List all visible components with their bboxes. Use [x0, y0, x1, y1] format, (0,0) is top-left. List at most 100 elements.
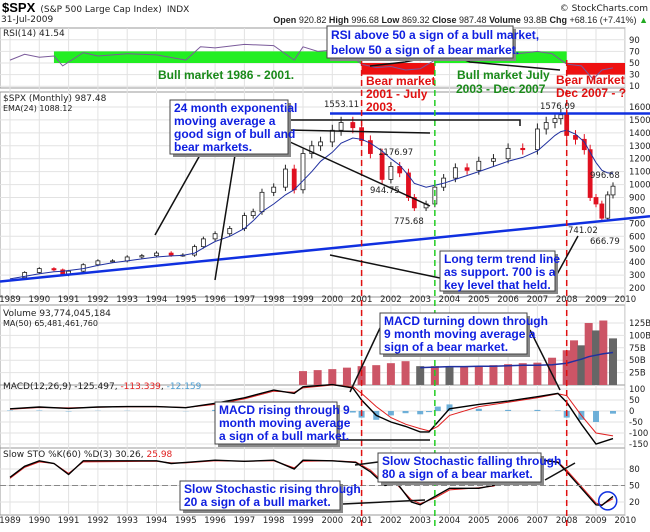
price-candle — [476, 160, 482, 171]
sto-legend: Slow STO %K(60) %D(3) 30.26, 25.98 — [3, 450, 173, 460]
rsi-tick-label: 90 — [629, 36, 640, 46]
bear-market-2-label: Bear Market Dec 2007 - ? — [556, 73, 626, 100]
volume-bar — [445, 367, 454, 385]
price-candle — [51, 268, 57, 271]
price-candle — [154, 252, 159, 257]
price-candle — [200, 238, 206, 248]
volume-bar — [460, 366, 469, 385]
volume-bar — [533, 362, 542, 385]
rsi-callout: RSI above 50 a sign of a bull market,bel… — [326, 25, 539, 61]
price-tick-label: 1400 — [629, 129, 650, 139]
svg-text:below 50 a sign of a bear mark: below 50 a sign of a bear market. — [331, 43, 519, 57]
price-tick-label: 400 — [629, 258, 645, 268]
price-candle — [227, 228, 233, 235]
macd-legend: MACD(12,26,9) -125.497, -113.339, -12.15… — [3, 382, 202, 392]
svg-text:month moving average: month moving average — [219, 416, 351, 430]
x-tick-label: 2002 — [380, 516, 402, 526]
price-candle — [505, 147, 511, 160]
macd-histogram-bar — [446, 404, 453, 411]
volume-bar — [584, 323, 593, 385]
macd-histogram-bar — [609, 411, 616, 414]
bull-zone — [53, 51, 362, 63]
chart-date: 31-Jul-2009 — [1, 15, 53, 25]
price-label: 741.02 — [568, 226, 598, 236]
price-tick-label: 900 — [629, 194, 645, 204]
ohlc-readout: Open 920.82 High 996.68 Low 869.32 Close… — [273, 15, 648, 25]
macd-histogram-bar — [387, 411, 394, 416]
price-candle — [379, 153, 385, 180]
x-tick-label: 1991 — [58, 516, 80, 526]
volume-ma-line — [420, 351, 614, 369]
volume-bar — [401, 361, 410, 385]
svg-text:key level that held.: key level that held. — [444, 278, 551, 292]
price-tick-label: 800 — [629, 206, 645, 216]
price-candle — [192, 246, 197, 256]
price-candle — [22, 272, 28, 279]
x-tick-label: 1995 — [175, 295, 197, 305]
x-tick-label: 2006 — [497, 295, 519, 305]
svg-text:Bull market July: Bull market July — [457, 68, 550, 82]
svg-text:a sign of a bull market.: a sign of a bull market. — [219, 429, 349, 443]
price-tick-label: 600 — [629, 232, 645, 242]
x-tick-label: 2008 — [556, 516, 578, 526]
volume-bar — [342, 367, 351, 385]
x-tick-label: 1989 — [0, 295, 21, 305]
price-candle — [338, 122, 344, 131]
macd-tick-label: 50 — [629, 396, 640, 406]
price-tick-label: 1000 — [629, 181, 650, 191]
x-tick-label: 2000 — [321, 516, 343, 526]
price-candle — [367, 140, 373, 154]
volume-bar — [299, 371, 307, 385]
price-candle — [212, 233, 218, 240]
x-tick-label: 2006 — [497, 516, 519, 526]
price-candle — [36, 268, 42, 273]
title-line: $SPX (S&P 500 Large Cap Index) INDX — [2, 0, 189, 16]
price-candle — [329, 129, 335, 143]
price-candle — [283, 168, 288, 188]
price-tick-label: 500 — [629, 245, 645, 255]
price-label: 1576.09 — [540, 102, 575, 112]
price-label: 944.75 — [370, 186, 400, 196]
volume-legend: Volume 93,774,045,184 — [3, 309, 111, 319]
price-label: 775.68 — [394, 217, 424, 227]
x-tick-label: 2003 — [409, 516, 431, 526]
rsi-tick-label: 30 — [629, 71, 640, 81]
bull-market-2-label: Bull market July 2003 - Dec 2007 — [456, 68, 550, 96]
price-label: 666.79 — [590, 237, 620, 247]
x-tick-label: 1996 — [204, 295, 226, 305]
volume-bar — [548, 357, 557, 385]
sto-tick-label: 80 — [629, 465, 640, 475]
price-label: 1176.97 — [378, 148, 413, 158]
axes: 1989 1989 1990 1990 1991 1991 1992 1992 1993 1993… — [0, 36, 650, 526]
price-candle — [259, 191, 265, 213]
svg-text:Slow Stochastic rising through: Slow Stochastic rising through — [184, 482, 361, 496]
price-candle — [139, 255, 145, 258]
bear-zone — [566, 63, 625, 75]
svg-text:24 month exponential: 24 month exponential — [174, 101, 297, 115]
x-tick-label: 1998 — [263, 295, 285, 305]
x-tick-label: 2007 — [527, 295, 549, 305]
volume-tick-label: 125B — [629, 319, 650, 329]
x-tick-label: 1993 — [116, 516, 138, 526]
ema-line — [9, 129, 614, 280]
bear-zone — [361, 63, 435, 75]
x-tick-label: 1999 — [292, 516, 314, 526]
svg-text:RSI above 50 a sign of a bull: RSI above 50 a sign of a bull market, — [331, 28, 539, 42]
macd-histogram-bar — [349, 411, 356, 413]
x-tick-label: 2005 — [468, 516, 490, 526]
price-candle — [411, 197, 417, 209]
price-candle — [250, 211, 256, 217]
svg-text:20 a sign of a bull market.: 20 a sign of a bull market. — [184, 495, 331, 509]
price-tick-label: 1100 — [629, 168, 650, 178]
price-candle — [593, 197, 599, 205]
svg-text:2003 - Dec 2007: 2003 - Dec 2007 — [456, 82, 546, 96]
svg-text:9 month moving average a: 9 month moving average a — [384, 327, 536, 341]
macd-histogram-bar — [402, 411, 409, 414]
x-tick-label: 1999 — [292, 295, 314, 305]
macd-tick-label: 100 — [629, 385, 645, 395]
volume-bar — [570, 340, 579, 385]
callout-connectors — [154, 57, 579, 505]
